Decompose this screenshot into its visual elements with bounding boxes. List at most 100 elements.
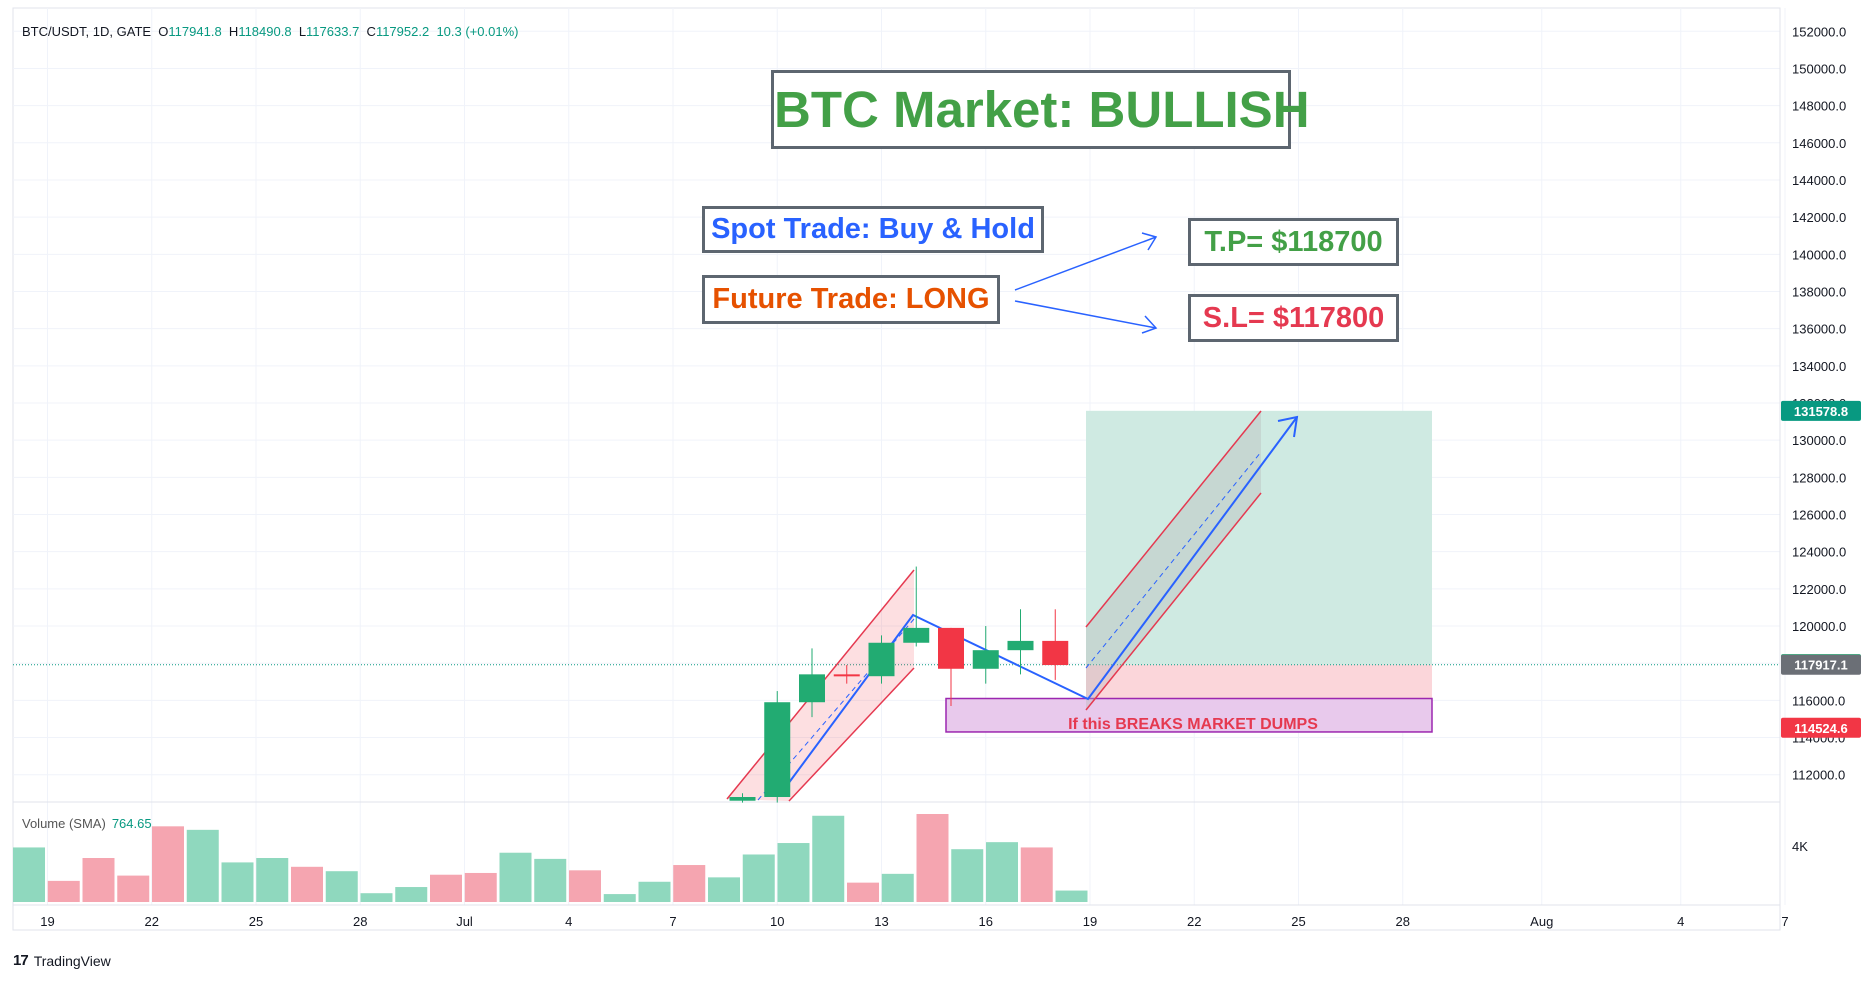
candle-body [972,650,999,669]
volume-bar [1020,847,1053,902]
price-tick-label: 142000.0 [1792,210,1846,225]
volume-bar [847,882,879,902]
time-axis: 19 22 25 28 Jul 4 7 10 13 16 19 22 25 28 Aug 4 7 [40,914,1788,929]
volume-bar [221,862,254,902]
stop-loss-text: S.L= $117800 [1202,302,1385,334]
price-badge-label: 114524.6 [1794,721,1848,736]
sl-arrow-head [1141,315,1158,334]
change-value: 10.3 (+0.01%) [436,24,519,39]
symbol-name[interactable]: BTC/USDT, 1D, GATE [22,24,152,39]
volume-bar [1055,890,1088,902]
open-value: 117941.8 [168,24,222,39]
tp-arrow-head [1141,232,1158,251]
volume-label: Volume (SMA) [22,816,106,831]
future-trade-box[interactable]: Future Trade: LONG [702,275,1000,324]
volume-bar [603,894,636,902]
trend-arrow [784,416,1298,789]
high-label: H [228,24,239,39]
future-trade-text: Future Trade: LONG [712,283,990,315]
channel-1-lower [788,667,915,802]
sl-arrow [1014,300,1157,329]
volume-bar [916,814,949,902]
volume-value: 764.65 [111,816,152,831]
volume-bar [673,865,706,902]
volume-bar [951,849,984,902]
time-tick-label: 22 [1187,914,1201,929]
volume-bar [47,880,80,902]
volume-bar [152,826,184,902]
volume-bar [256,858,289,902]
volume-axis-label: 4K [1792,839,1808,854]
close-value: 117952.2 [375,24,430,39]
time-tick-label: Jul [456,914,473,929]
volume-bar [812,815,845,902]
grid-lines [12,7,1786,931]
spot-trade-box[interactable]: Spot Trade: Buy & Hold [702,206,1044,253]
volume-bar [395,887,428,902]
time-tick-label: 7 [669,914,676,929]
price-tick-label: 134000.0 [1792,359,1846,374]
candle-body [729,797,756,801]
volume-bar [325,871,358,902]
volume-legend[interactable]: Volume (SMA) 764.65 [22,816,152,831]
time-tick-label: 28 [1396,914,1410,929]
tradingview-name: TradingView [33,952,111,969]
price-tick-label: 144000.0 [1792,173,1846,188]
take-profit-box[interactable]: T.P= $118700 [1188,218,1399,266]
volume-bar [430,874,462,902]
price-tick-label: 122000.0 [1792,582,1846,597]
candle-body [903,627,930,643]
stop-loss-box[interactable]: S.L= $117800 [1188,294,1399,342]
time-tick-label: 28 [353,914,367,929]
channel-2-upper [1085,410,1262,628]
volume-bar [13,847,45,902]
price-tick-label: 128000.0 [1792,470,1846,485]
time-tick-label: 7 [1781,914,1788,929]
tp-arrow [1014,236,1157,291]
take-profit-text: T.P= $118700 [1204,226,1383,258]
volume-bar [777,843,810,902]
high-value: 118490.8 [238,24,292,39]
channel-2-lower [1085,492,1262,711]
price-badge-label: 131578.8 [1794,404,1848,419]
price-badge [1781,400,1861,421]
low-value: 117633.7 [306,24,360,39]
candle-body [1007,640,1034,651]
channel-2-mid [1085,451,1262,669]
volume-bar [117,875,150,902]
price-tick-label: 150000.0 [1792,61,1846,76]
price-tick-label: 112000.0 [1792,768,1845,783]
close-label: C [366,24,376,39]
volume-bar [881,873,914,902]
price-tick-label: 116000.0 [1792,693,1845,708]
symbol-header: BTC/USDT, 1D, GATE O117941.8 H118490.8 L… [22,24,518,39]
price-tick-label: 152000.0 [1792,24,1846,39]
open-label: O [158,24,169,39]
volume-bar [186,829,219,902]
price-tick-label: 138000.0 [1792,284,1846,299]
time-tick-label: 25 [249,914,263,929]
volume-bar [291,866,323,902]
market-title-box[interactable]: BTC Market: BULLISH [771,70,1310,149]
time-tick-label: 4 [565,914,572,929]
volume-bar [464,872,497,902]
candlestick-series [729,566,1069,803]
price-tick-label: 146000.0 [1792,136,1846,151]
price-tick-label: 124000.0 [1792,545,1846,560]
price-tick-label: 120000.0 [1792,619,1846,634]
time-tick-label: 4 [1677,914,1684,929]
volume-bar [534,858,567,902]
candle-body [938,627,964,669]
candle-body [833,674,860,677]
time-tick-label: 19 [1083,914,1097,929]
price-badge [1781,654,1861,675]
price-tick-label: 140000.0 [1792,247,1846,262]
tradingview-mark-icon: 17 [13,952,29,969]
tradingview-logo[interactable]: 17 TradingView [13,952,111,969]
volume-bar [82,858,115,902]
volume-bar [708,877,740,902]
time-tick-label: 19 [40,914,54,929]
price-badge [1781,717,1861,738]
